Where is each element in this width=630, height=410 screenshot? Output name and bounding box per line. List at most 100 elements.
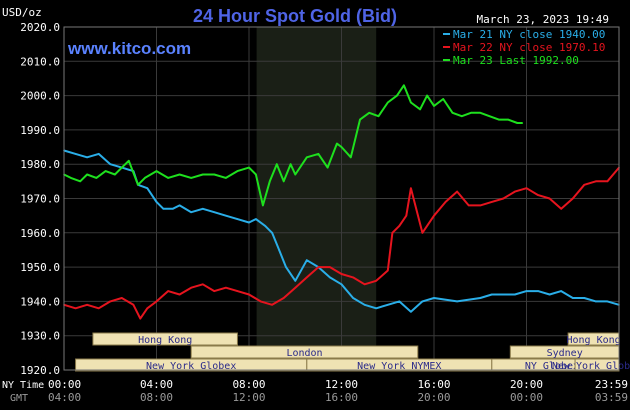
series-point-1	[201, 283, 204, 286]
series-point-1	[537, 194, 539, 196]
series-point-1	[405, 214, 408, 217]
series-point-1	[502, 197, 505, 200]
series-point-0	[162, 207, 165, 210]
series-point-2	[95, 177, 98, 179]
series-point-0	[502, 293, 505, 296]
session-label: Sydney	[547, 348, 583, 359]
series-point-1	[109, 300, 112, 303]
y-axis-labels: 1920.0 1930.0 1940.0 1950.0 1960.0 1970.0 1980…	[20, 21, 60, 377]
series-point-2	[79, 180, 81, 183]
series-point-2	[213, 173, 216, 176]
gmt-label: GMT	[10, 393, 28, 404]
series-point-0	[155, 201, 158, 203]
series-point-0	[525, 290, 528, 292]
series-point-0	[86, 156, 88, 159]
series-point-2	[521, 122, 524, 124]
series-point-1	[560, 207, 562, 210]
series-point-2	[282, 180, 285, 183]
series-point-0	[271, 232, 273, 234]
series-point-1	[97, 307, 100, 310]
y-tick-label: 1980.0	[20, 158, 60, 171]
series-point-0	[248, 221, 250, 224]
series-point-0	[352, 297, 354, 299]
session-label: NY Globex	[525, 361, 579, 372]
series-point-1	[595, 180, 597, 183]
series-point-1	[340, 273, 343, 275]
series-point-0	[433, 297, 435, 299]
x-tick-label-gmt: 04:00	[48, 391, 81, 404]
series-point-1	[606, 180, 609, 183]
series-point-1	[86, 304, 88, 306]
chart-title: 24 Hour Spot Gold (Bid)	[193, 6, 397, 26]
y-tick-label: 1920.0	[20, 364, 60, 377]
series-point-0	[571, 297, 574, 299]
series-point-2	[70, 177, 72, 179]
series-point-2	[460, 115, 463, 117]
series-point-1	[491, 201, 493, 203]
series-point-0	[560, 290, 562, 292]
series-point-0	[514, 293, 516, 296]
x-tick-label-gmt: 08:00	[140, 391, 173, 404]
legend-mar21: Mar 21 NY close 1940.00	[453, 28, 605, 41]
x-tick-label-ny: 23:59	[595, 378, 628, 391]
x-tick-label-gmt: 00:00	[510, 391, 543, 404]
series-point-0	[363, 304, 366, 306]
series-point-2	[442, 98, 445, 100]
series-point-0	[190, 211, 192, 214]
series-point-1	[190, 286, 192, 289]
series-point-2	[104, 170, 107, 172]
session-label: New York Globex	[552, 361, 630, 372]
legend: Mar 21 NY close 1940.00 Mar 22 NY close …	[443, 28, 605, 67]
series-point-1	[398, 225, 401, 227]
legend-mar23: Mar 23 Last 1992.00	[453, 54, 579, 67]
series-point-1	[282, 297, 285, 299]
y-tick-label: 1960.0	[20, 227, 60, 240]
series-point-1	[178, 293, 181, 296]
series-point-2	[201, 173, 204, 176]
series-point-2	[225, 177, 227, 179]
series-point-2	[275, 163, 278, 165]
x-tick-label-ny: 20:00	[510, 378, 543, 391]
series-point-1	[225, 286, 227, 289]
y-tick-label: 1990.0	[20, 124, 60, 137]
series-point-0	[109, 163, 112, 165]
series-point-1	[391, 232, 394, 234]
series-point-2	[294, 173, 297, 176]
series-point-0	[329, 276, 331, 279]
series-point-2	[403, 84, 405, 87]
series-point-2	[426, 94, 428, 97]
series-point-2	[516, 122, 519, 124]
ny-time-label: NY Time	[2, 380, 44, 391]
series-point-1	[363, 283, 366, 286]
series-point-2	[121, 166, 123, 169]
y-tick-label: 1950.0	[20, 261, 60, 274]
x-tick-label-gmt: 20:00	[417, 391, 450, 404]
series-point-2	[497, 118, 500, 121]
x-tick-label-ny: 16:00	[417, 378, 450, 391]
series-point-2	[433, 105, 435, 107]
series-point-0	[146, 187, 149, 190]
series-point-2	[178, 173, 181, 176]
x-tick-label-gmt: 16:00	[325, 391, 358, 404]
series-point-2	[410, 101, 412, 104]
series-point-1	[139, 317, 142, 320]
series-point-1	[317, 266, 320, 268]
series-point-0	[97, 153, 100, 155]
series-point-0	[171, 207, 174, 210]
series-point-0	[178, 204, 181, 207]
series-point-0	[386, 304, 389, 306]
y-tick-label: 2020.0	[20, 21, 60, 34]
series-point-1	[306, 276, 308, 279]
series-point-2	[248, 166, 250, 169]
series-point-2	[236, 170, 239, 172]
watermark: www.kitco.com	[67, 39, 191, 58]
series-line-1	[63, 166, 620, 320]
session-label: Hong Kong	[138, 335, 192, 346]
series-point-1	[421, 232, 424, 234]
series-point-1	[329, 266, 331, 268]
series-point-2	[86, 173, 88, 176]
y-tick-label: 2010.0	[20, 55, 60, 68]
series-point-0	[294, 280, 297, 282]
plot-frame	[63, 26, 620, 371]
series-point-0	[278, 249, 280, 251]
